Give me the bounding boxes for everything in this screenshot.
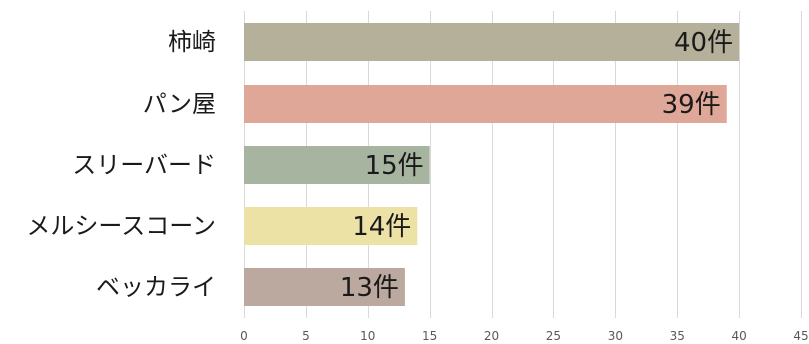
data-label-1: 40件 [674, 28, 733, 58]
x-tick-label-20: 20 [484, 329, 499, 343]
bar-1 [244, 23, 740, 61]
bar-3 [244, 146, 430, 184]
data-labels: 40件 39件 15件 14件 13件 [340, 28, 733, 303]
category-label-3: スリーバード [72, 151, 216, 179]
x-tick-label-0: 0 [240, 329, 248, 343]
bars [244, 23, 740, 306]
x-tick-label-5: 5 [302, 329, 310, 343]
x-tick-label-10: 10 [360, 329, 375, 343]
category-label-1: 柿崎 [168, 28, 216, 56]
data-label-2: 39件 [662, 90, 721, 120]
x-tick-label-45: 45 [793, 329, 808, 343]
x-tick-label-25: 25 [546, 329, 561, 343]
x-tick-label-30: 30 [608, 329, 623, 343]
category-label-2: パン屋 [143, 90, 216, 118]
x-axis-ticks: 0 5 10 15 20 25 30 35 40 45 [240, 329, 808, 343]
x-tick-label-15: 15 [422, 329, 437, 343]
data-label-5: 13件 [340, 273, 399, 303]
x-tick-label-40: 40 [731, 329, 746, 343]
category-label-4: メルシースコーン [26, 212, 216, 240]
x-tick-label-35: 35 [670, 329, 685, 343]
gridlines [244, 11, 802, 318]
bar-4 [244, 207, 418, 245]
data-label-4: 14件 [352, 212, 411, 242]
category-label-5: ベッカライ [96, 273, 216, 301]
data-label-3: 15件 [365, 151, 424, 181]
bar-2 [244, 85, 727, 123]
bar-5 [244, 268, 405, 306]
